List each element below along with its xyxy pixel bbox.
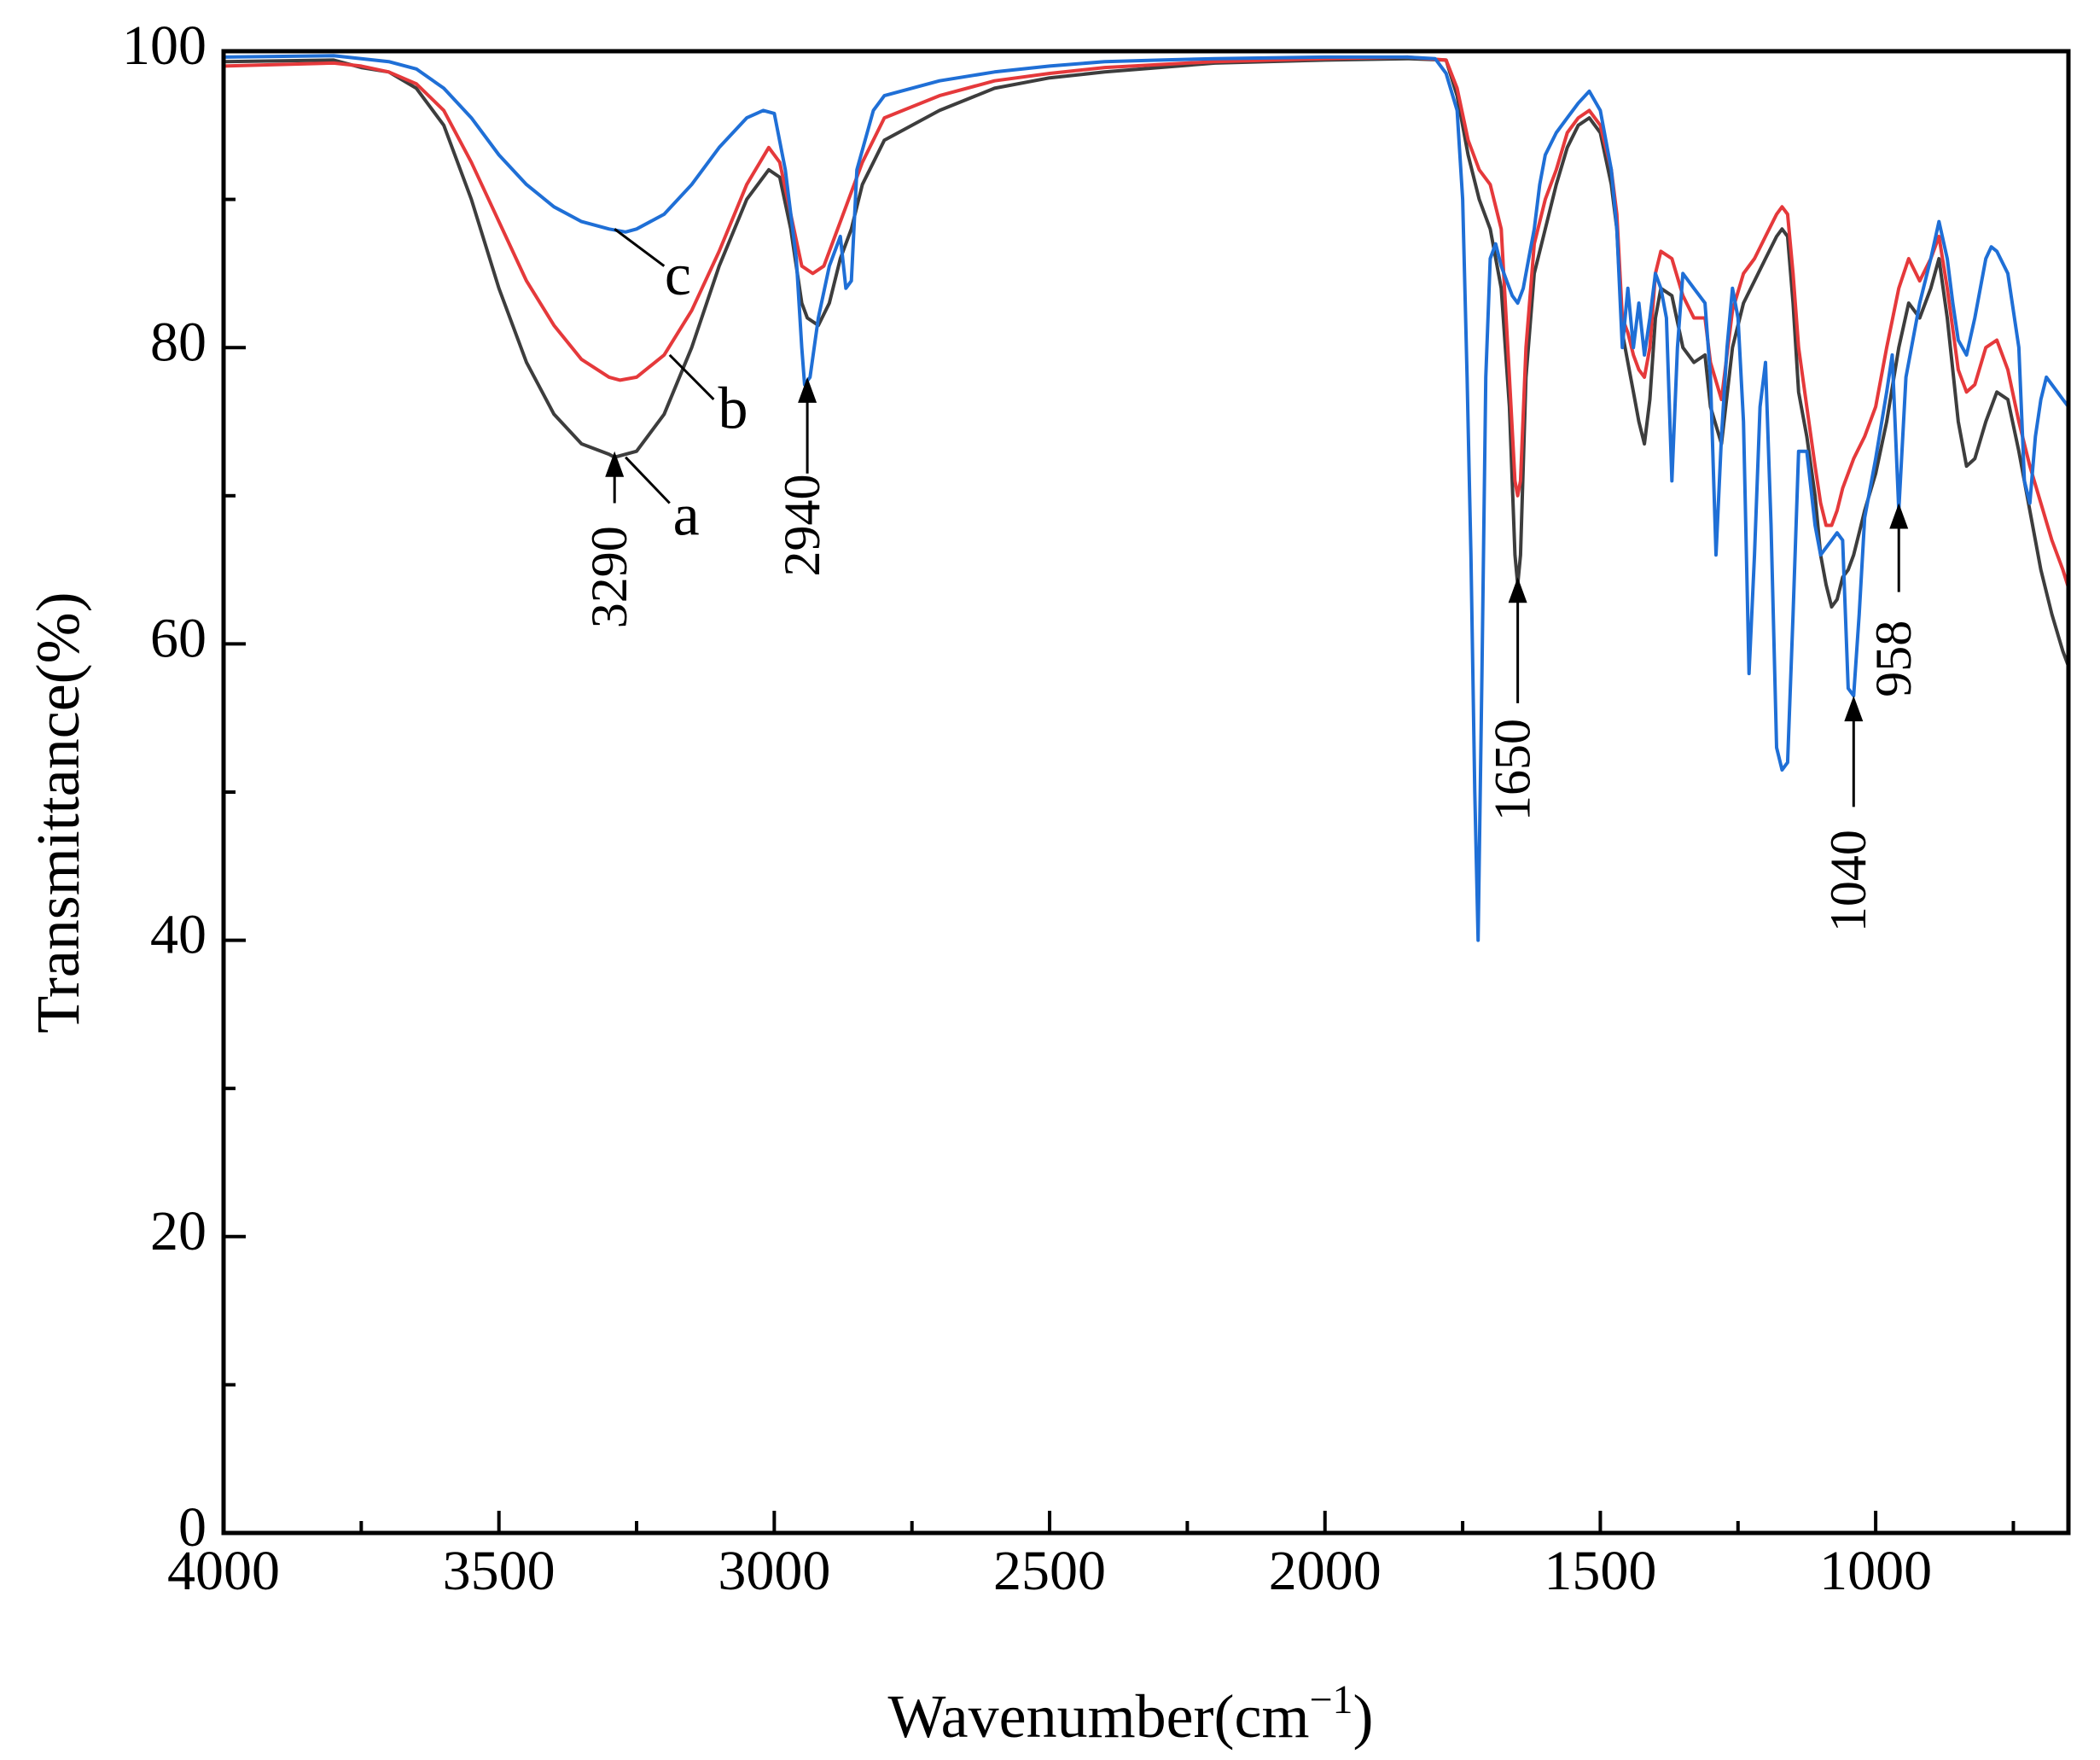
peak-arrow-head-1040 bbox=[1844, 696, 1864, 722]
curve-label-leader-c bbox=[614, 228, 666, 267]
peak-arrow-head-958 bbox=[1889, 503, 1909, 529]
y-tick-label: 20 bbox=[150, 1200, 207, 1262]
x-tick-label: 3500 bbox=[443, 1540, 556, 1602]
y-tick-label: 80 bbox=[150, 311, 207, 373]
x-tick-label: 1500 bbox=[1544, 1540, 1656, 1602]
annotation-group: ab c 3290 2940 1650 1040 958 bbox=[581, 228, 1922, 932]
y-tick-label: 60 bbox=[150, 608, 207, 670]
x-tick-label: 2000 bbox=[1269, 1540, 1382, 1602]
curve-label-b: b bbox=[718, 376, 748, 441]
peak-arrow-head-1650 bbox=[1508, 577, 1527, 603]
axes-group: 4000 3500 3000 2500 2000 1500 1000 0 20 40 60 80 100 bbox=[122, 15, 2071, 1602]
x-tick-label: 1000 bbox=[1819, 1540, 1932, 1602]
series-group bbox=[224, 54, 2068, 942]
peak-label-1040: 1040 bbox=[1820, 830, 1876, 932]
y-tick-label: 100 bbox=[122, 15, 207, 77]
curve-label-a: a bbox=[673, 482, 700, 548]
peak-arrow-head-2940 bbox=[798, 376, 817, 403]
series-line-c bbox=[224, 54, 2068, 942]
x-tick-label: 3000 bbox=[718, 1540, 830, 1602]
x-axis-title: Wavenumber(cm−1) bbox=[887, 1677, 1373, 1751]
y-tick-label: 40 bbox=[150, 904, 207, 966]
curve-label-c: c bbox=[665, 242, 691, 308]
peak-label-1650: 1650 bbox=[1484, 719, 1540, 821]
x-tick-label: 2500 bbox=[993, 1540, 1106, 1602]
y-axis-title: Transmittance(%) bbox=[24, 592, 92, 1033]
peak-label-2940: 2940 bbox=[774, 475, 830, 577]
curve-label-leader-b bbox=[668, 353, 715, 401]
peak-label-3290: 3290 bbox=[581, 526, 637, 628]
peak-arrow-head-3290 bbox=[605, 451, 625, 477]
y-tick-label: 0 bbox=[178, 1496, 207, 1559]
x-tick-label: 4000 bbox=[167, 1540, 280, 1602]
curve-label-leader-a bbox=[625, 456, 671, 504]
peak-label-958: 958 bbox=[1865, 621, 1922, 697]
series-line-b bbox=[224, 55, 2068, 588]
series-line-a bbox=[224, 56, 2068, 667]
